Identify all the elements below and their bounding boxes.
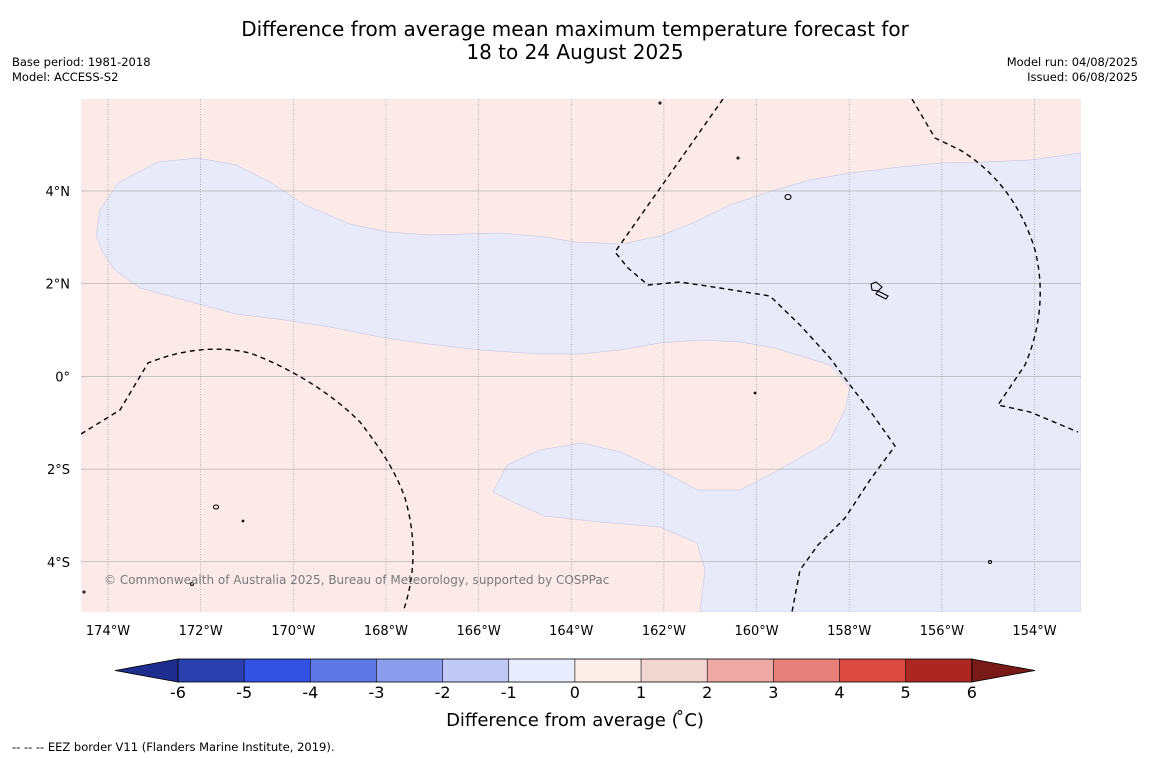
longitude-label: 162°W	[642, 624, 686, 639]
colorbar-tick-label: 6	[966, 683, 977, 702]
colorbar	[114, 658, 1036, 683]
eez-border-1	[81, 348, 414, 612]
longitude-label: 168°W	[364, 624, 408, 639]
map-title: Difference from average mean maximum tem…	[0, 18, 1150, 64]
colorbar-tick-label: -5	[236, 683, 253, 702]
base-period: Base period: 1981-2018	[12, 55, 151, 69]
cool-anomaly-region-north	[95, 152, 1081, 612]
copyright-notice: © Commonwealth of Australia 2025, Bureau…	[104, 573, 609, 587]
colorbar-segment	[376, 659, 443, 682]
colorbar-tick-label: 2	[702, 683, 713, 702]
eez-borders	[81, 99, 1079, 612]
colorbar-segment	[641, 659, 708, 682]
longitude-label: 174°W	[86, 624, 130, 639]
model-run: Model run: 04/08/2025	[1006, 55, 1138, 69]
latitude-label: 2°N	[46, 278, 71, 293]
island-5	[658, 101, 662, 105]
colorbar-segment	[707, 659, 774, 682]
longitude-label: 154°W	[1012, 624, 1056, 639]
graticule	[81, 99, 1081, 612]
longitude-label: 166°W	[457, 624, 501, 639]
colorbar-segment	[178, 659, 245, 682]
latitude-label: 4°N	[46, 185, 71, 200]
metadata-left: Base period: 1981-2018 Model: ACCESS-S2	[12, 55, 151, 85]
colorbar-segment	[905, 659, 972, 682]
colorbar-tick-label: -3	[368, 683, 385, 702]
latitude-labels: 4°N 2°N 0° 2°S 4°S	[46, 185, 71, 571]
issued-date: Issued: 06/08/2025	[1027, 70, 1138, 84]
colorbar-title: Difference from average ( ̊C)	[446, 710, 704, 731]
eez-border-3	[911, 99, 1079, 433]
longitude-label: 156°W	[920, 624, 964, 639]
colorbar-segment	[310, 659, 377, 682]
eez-border-2	[614, 99, 896, 612]
longitude-label: 172°W	[179, 624, 223, 639]
colorbar-tick-label: 1	[635, 683, 647, 702]
colorbar-tick-label: -4	[302, 683, 319, 702]
colorbar-tick-label: 0	[569, 683, 580, 702]
title-line-1: Difference from average mean maximum tem…	[241, 17, 909, 41]
colorbar-segment	[773, 659, 840, 682]
colorbar-segment	[574, 659, 642, 682]
colorbar-tick-label: 3	[768, 683, 779, 702]
metadata-right: Model run: 04/08/2025 Issued: 06/08/2025	[1007, 55, 1138, 85]
latitude-label: 0°	[55, 370, 70, 385]
colorbar-tick-label: 4	[834, 683, 845, 702]
island-6	[736, 156, 740, 160]
longitude-labels: 174°W 172°W 170°W 168°W 166°W 164°W 162°W 160°W…	[86, 624, 1057, 639]
colorbar-extend-high	[971, 658, 1036, 683]
title-line-2: 18 to 24 August 2025	[466, 40, 684, 64]
islands	[82, 101, 993, 594]
longitude-label: 158°W	[827, 624, 871, 639]
colorbar-tick-label: -6	[170, 683, 186, 702]
colorbar-tick-label: 5	[900, 683, 911, 702]
latitude-label: 4°S	[47, 556, 70, 571]
colorbar-tick-labels: -6 -5 -4 -3 -2 -1 0 1 2 3 4 5 6	[0, 684, 1150, 704]
island-4	[212, 504, 220, 510]
longitude-label: 170°W	[271, 624, 315, 639]
colorbar-segment	[442, 659, 509, 682]
colorbar-segment	[244, 659, 311, 682]
colorbar-segment	[508, 659, 575, 682]
colorbar-extend-low	[114, 658, 179, 683]
eez-footnote: -- -- -- EEZ border V11 (Flanders Marine…	[12, 740, 335, 754]
island-2	[875, 290, 889, 300]
island-11	[82, 590, 86, 594]
map-area: © Commonwealth of Australia 2025, Bureau…	[81, 99, 1081, 612]
colorbar-segment	[839, 659, 906, 682]
island-1	[870, 281, 883, 292]
latitude-label: 2°S	[47, 463, 70, 478]
model-name: Model: ACCESS-S2	[12, 70, 119, 84]
longitude-label: 160°W	[734, 624, 778, 639]
longitude-label: 164°W	[549, 624, 593, 639]
island-9	[987, 559, 993, 565]
island-10	[753, 391, 757, 395]
island-7	[241, 519, 245, 523]
colorbar-tick-label: -1	[500, 683, 517, 702]
island-3	[784, 193, 792, 201]
colorbar-tick-label: -2	[434, 683, 451, 702]
island-8	[189, 581, 195, 587]
